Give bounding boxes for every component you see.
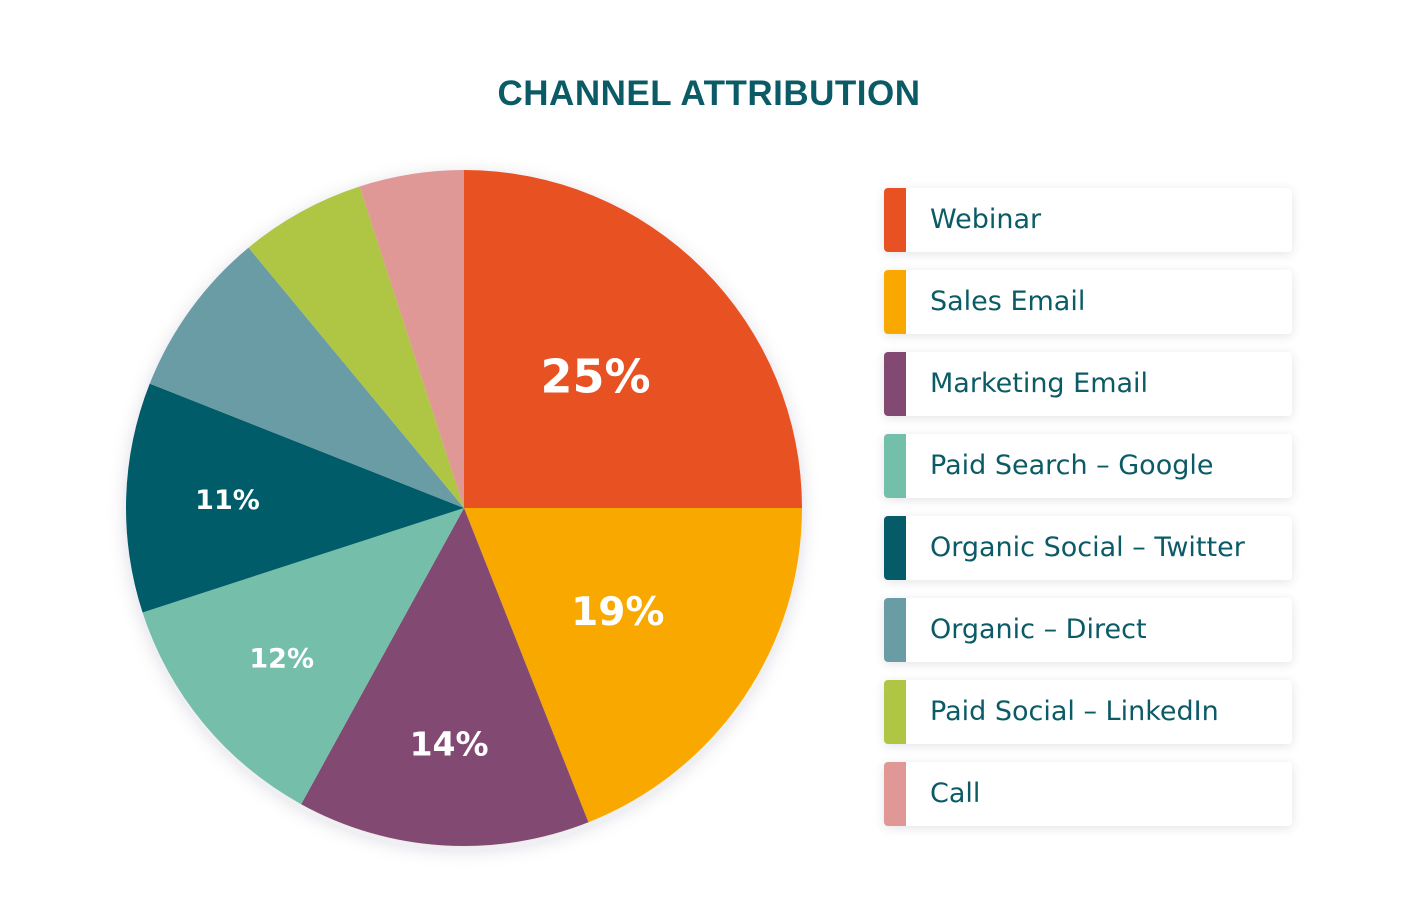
legend-swatch bbox=[884, 762, 906, 826]
pie-slice-organic-social-twitter bbox=[125, 383, 464, 613]
slice-value-label: 11% bbox=[195, 485, 260, 516]
legend-swatch bbox=[884, 270, 906, 334]
legend-swatch bbox=[884, 680, 906, 744]
pie-slice-organic-direct bbox=[149, 247, 465, 508]
legend-item: Paid Search – Google bbox=[884, 434, 1292, 498]
legend-label: Paid Search – Google bbox=[930, 450, 1214, 481]
pie-slice-marketing-email bbox=[301, 508, 589, 846]
legend-label: Sales Email bbox=[930, 286, 1086, 317]
pie-slice-sales-email bbox=[464, 508, 802, 823]
legend-item: Organic Social – Twitter bbox=[884, 516, 1292, 580]
legend-item: Marketing Email bbox=[884, 352, 1292, 416]
pie-slice-call bbox=[359, 170, 464, 508]
slice-value-label: 12% bbox=[249, 643, 314, 674]
legend-swatch bbox=[884, 516, 906, 580]
legend-item: Organic – Direct bbox=[884, 598, 1292, 662]
legend-label: Paid Social – LinkedIn bbox=[930, 696, 1219, 727]
pie-slice-paid-search-google bbox=[142, 508, 465, 805]
legend-label: Call bbox=[930, 778, 981, 809]
pie-slice-webinar bbox=[464, 170, 802, 508]
legend-item: Sales Email bbox=[884, 270, 1292, 334]
pie-slices bbox=[125, 170, 802, 846]
legend-label: Webinar bbox=[930, 204, 1042, 235]
legend-label: Organic Social – Twitter bbox=[930, 532, 1245, 563]
slice-value-label: 25% bbox=[540, 350, 650, 404]
legend-item: Call bbox=[884, 762, 1292, 826]
legend-swatch bbox=[884, 352, 906, 416]
legend-label: Organic – Direct bbox=[930, 614, 1147, 645]
legend-item: Webinar bbox=[884, 188, 1292, 252]
legend-swatch bbox=[884, 598, 906, 662]
legend-swatch bbox=[884, 434, 906, 498]
legend-label: Marketing Email bbox=[930, 368, 1149, 399]
chart-title: CHANNEL ATTRIBUTION bbox=[497, 74, 921, 113]
slice-value-label: 14% bbox=[410, 725, 489, 764]
legend: Webinar Sales Email Marketing Email Paid Se… bbox=[884, 188, 1292, 844]
legend-item: Paid Social – LinkedIn bbox=[884, 680, 1292, 744]
slice-value-label: 19% bbox=[571, 590, 664, 635]
legend-swatch bbox=[884, 188, 906, 252]
pie-slice-paid-social-linkedin bbox=[248, 186, 464, 509]
